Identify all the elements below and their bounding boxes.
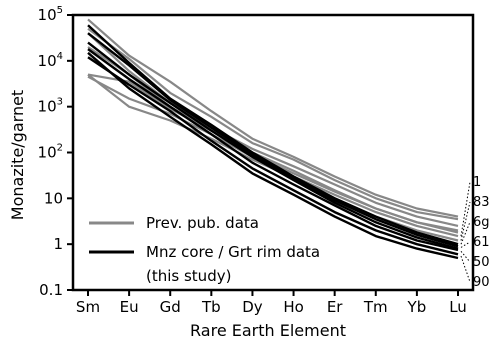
end-label-3: 61: [473, 235, 490, 250]
y-tick-label: 105: [38, 5, 63, 24]
x-tick-label: Lu: [449, 298, 467, 316]
y-axis-title: Monazite/garnet: [8, 90, 27, 220]
x-tick-label: Dy: [242, 298, 263, 316]
previous-data-line-2: [87, 32, 459, 227]
end-label-5: 90: [473, 275, 490, 290]
end-leader-0: [460, 181, 471, 237]
this-study-line-11: [87, 56, 459, 256]
previous-data-line-1: [87, 27, 459, 221]
y-tick-label: 0.1: [39, 281, 63, 299]
this-study-line-8: [87, 32, 459, 248]
this-study-line-9: [87, 41, 459, 250]
end-label-4: 50: [473, 255, 490, 270]
x-tick-label: Yb: [407, 298, 427, 316]
y-tick-label: 1: [53, 235, 63, 253]
this-study-line-10: [87, 48, 459, 252]
legend-label-0: Prev. pub. data: [146, 214, 259, 232]
end-label-0: 1: [473, 175, 481, 190]
end-label-2: 6g: [473, 215, 490, 230]
x-tick-label: Ho: [283, 298, 303, 316]
x-axis-title: Rare Earth Element: [190, 321, 346, 340]
x-tick-label: Gd: [160, 298, 181, 316]
x-tick-label: Sm: [76, 298, 100, 316]
x-tick-label: Er: [327, 298, 343, 316]
legend-label-1: Mnz core / Grt rim data: [146, 243, 320, 261]
end-leader-2: [460, 221, 471, 245]
end-leader-1: [460, 201, 471, 241]
end-leader-4: [460, 250, 471, 263]
this-study-line-12: [87, 51, 459, 260]
end-leader-5: [460, 255, 471, 283]
end-labels: 1 83 6g 61 50 90: [460, 175, 490, 290]
plot-frame: [71, 13, 475, 292]
this-study-line-7: [87, 24, 459, 246]
x-tick-label: Eu: [120, 298, 139, 316]
y-tick-label: 10: [44, 189, 63, 207]
x-tick-label: Tb: [201, 298, 221, 316]
end-leader-3: [460, 241, 471, 248]
x-tick-label: Tm: [363, 298, 388, 316]
y-tick-label: 103: [38, 97, 63, 116]
previous-data-line-0: [87, 18, 459, 218]
legend: Prev. pub. data Mnz core / Grt rim data (t…: [89, 214, 320, 285]
series-layer: [87, 18, 459, 260]
end-label-1: 83: [473, 195, 490, 210]
y-tick-label: 102: [38, 143, 63, 162]
legend-label-2: (this study): [146, 267, 231, 285]
y-tick-label: 104: [38, 51, 63, 70]
